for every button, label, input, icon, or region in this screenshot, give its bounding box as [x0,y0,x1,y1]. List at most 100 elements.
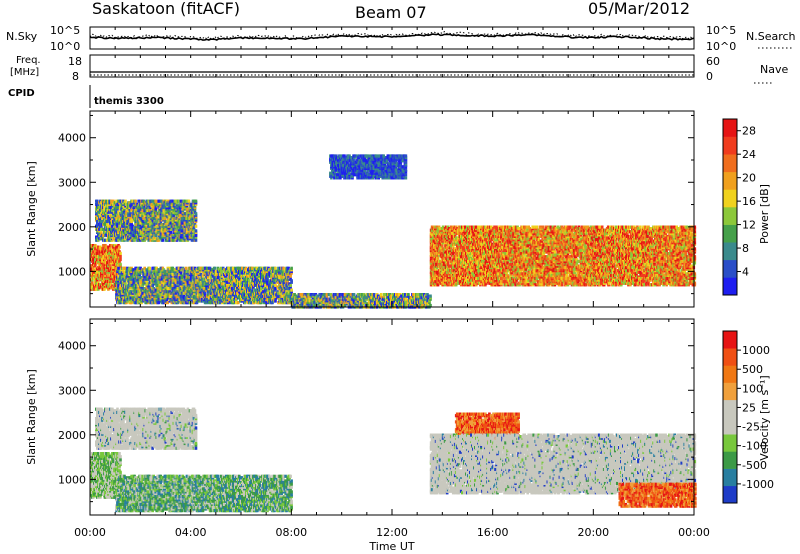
echo-cell [153,237,156,241]
echo-cell [146,235,149,239]
echo-cell [132,268,135,272]
echo-cell [96,219,99,224]
echo-cell [102,244,105,248]
freq-tick-max: 18 [68,55,82,68]
nsky-label: N.Sky [6,30,38,43]
echo-cell [96,199,99,203]
echo-cell [142,233,145,238]
echo-cell [130,209,133,213]
echo-cell [154,207,157,211]
echo-cell [137,221,140,225]
echo-cell [171,199,175,203]
echo-cell [194,199,198,203]
echo-cell [149,238,152,242]
echo-cell [115,199,118,203]
echo-cell [158,237,162,241]
echo-cell [198,293,202,297]
echo-cell [200,277,204,281]
echo-cell [209,276,213,280]
echo-cell [153,235,156,239]
echo-cell [100,237,103,241]
echo-cell [163,235,167,239]
echo-region-2 [115,266,293,305]
echo-cell [210,268,214,272]
echo-cell [225,277,229,281]
echo-cell [139,266,142,270]
echo-cell [127,237,130,241]
echo-cell [96,224,99,228]
echo-cell [290,288,293,292]
echo-cell [111,224,114,228]
echo-cell [181,210,185,214]
echo-cell [154,209,157,213]
echo-cell [157,280,160,284]
echo-cell [168,237,172,241]
nave-tick-max: 60 [706,55,720,68]
echo-cell [117,266,120,270]
echo-cell [148,224,151,228]
echo-cell [183,199,187,203]
freq-label-2: [MHz] [10,67,39,78]
echo-cell [171,235,175,239]
cpid-value: themis 3300 [94,96,164,107]
echo-cell [189,224,193,228]
echo-cell [169,274,173,278]
echo-cell [111,227,114,231]
echo-cell [140,209,143,213]
echo-cell [150,224,153,228]
echo-cell [187,237,191,241]
nsky-trace [89,33,695,41]
echo-cell [106,261,109,265]
echo-cell [144,237,147,241]
echo-cell [150,202,153,206]
echo-cell [96,251,99,255]
nsky-tick-min: 10^0 [50,40,80,53]
echo-cell [107,210,110,214]
echo-cell [118,250,121,254]
echo-cell [119,287,122,291]
echo-cell [107,224,110,228]
echo-cell [205,266,209,270]
echo-cell [237,301,240,305]
echo-cell [220,271,224,275]
echo-cell [290,279,293,283]
echo-cell [181,209,185,213]
echo-cell [118,224,121,228]
echo-cell [179,235,183,239]
echo-cell [148,227,151,231]
echo-cell [185,219,189,224]
echo-cell [166,210,170,214]
echo-cell [229,291,233,295]
nave-tick-min: 0 [706,70,713,83]
echo-cell [116,224,119,228]
echo-cell [149,271,152,275]
echo-cell [133,235,136,239]
echo-cell [216,276,220,280]
echo-cell [112,265,115,269]
echo-cell [159,221,163,225]
echo-cell [119,235,122,239]
echo-cell [137,290,140,294]
echo-cell [171,221,175,225]
echo-cell [194,235,198,239]
echo-cell [194,212,198,216]
echo-cell [177,199,181,203]
echo-cell [238,294,241,298]
echo-cell [181,274,185,278]
echo-cell [154,288,157,292]
echo-cell [170,227,174,231]
echo-cell [220,282,224,286]
echo-cell [274,299,277,303]
echo-cell [93,268,96,273]
nave-label: Nave [760,63,788,76]
echo-cell [213,297,217,302]
echo-cell [169,221,173,225]
echo-cell [117,238,120,242]
echo-cell [143,266,146,270]
echo-cell [101,235,104,239]
station-title: Saskatoon (fitACF) [92,0,240,18]
echo-cell [108,218,111,222]
echo-cell [95,275,98,279]
echo-cell [180,224,184,228]
